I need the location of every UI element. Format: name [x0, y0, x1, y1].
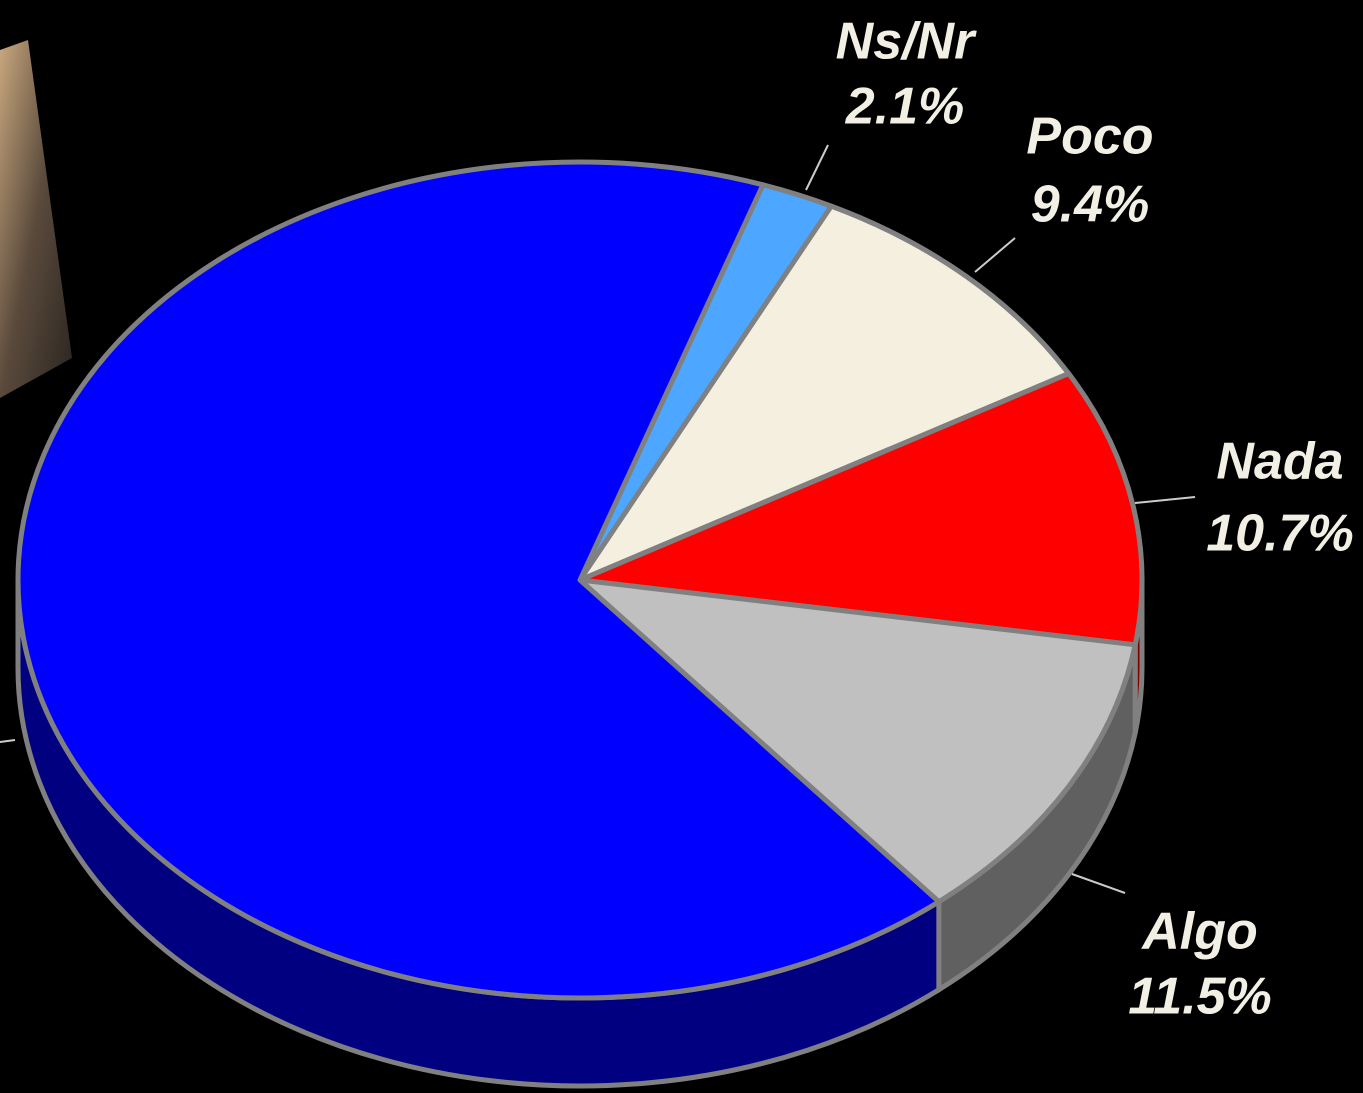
slice-label: Algo [1140, 903, 1258, 961]
leader-line [974, 237, 1016, 273]
value-label: 9.4% [1031, 176, 1150, 234]
pie-slice [15, 159, 942, 1001]
leader-line [0, 739, 16, 743]
pie-slice [577, 577, 1138, 905]
leader-line [805, 144, 829, 191]
pie-slices [15, 159, 1145, 1001]
pie-slice [577, 203, 1072, 583]
leader-line [1071, 873, 1126, 894]
value-label: 10.7% [1206, 505, 1353, 563]
slice-label: Poco [1026, 108, 1153, 166]
value-label: 11.5% [1128, 968, 1272, 1026]
pie-slice [577, 371, 1145, 648]
value-label: 2.1% [845, 78, 965, 136]
slice-label: Ns/Nr [836, 13, 977, 71]
slice-label: Nada [1216, 433, 1343, 491]
leader-line [1134, 496, 1196, 504]
labels: Ns/Nr 2.1% Poco 9.4% Nada 10.7% Algo 11.5% [805, 13, 1354, 1026]
photo [0, 40, 72, 398]
